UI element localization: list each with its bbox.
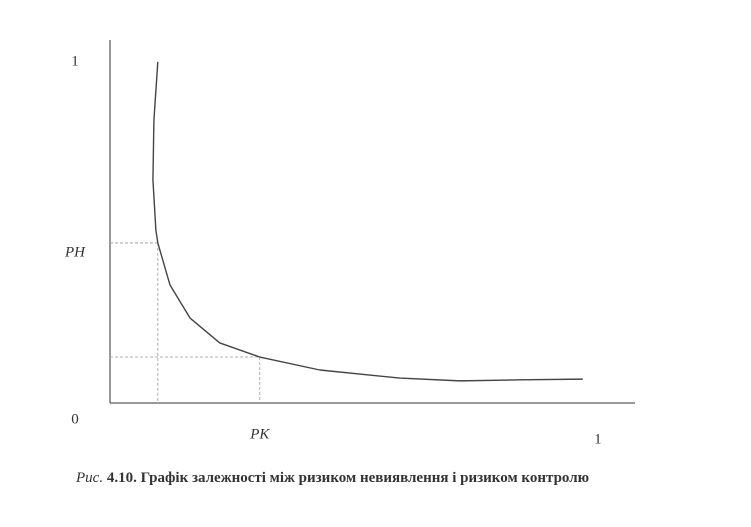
y-tick-label: 1 (71, 53, 79, 69)
y-tick-label: PH (64, 244, 86, 260)
x-tick-label: 1 (594, 431, 602, 447)
caption-text: 4.10. Графік залежності між ризиком неви… (106, 470, 590, 486)
y-tick-label: 0 (71, 411, 79, 427)
caption-label: Рис. (76, 470, 104, 486)
curve (152, 61, 583, 382)
x-tick-label: PK (249, 426, 270, 442)
chart: 0 PH 1 PK 1 (64, 40, 635, 447)
caption: Рис. 4.10. Графік залежності між ризиком… (58, 466, 718, 490)
